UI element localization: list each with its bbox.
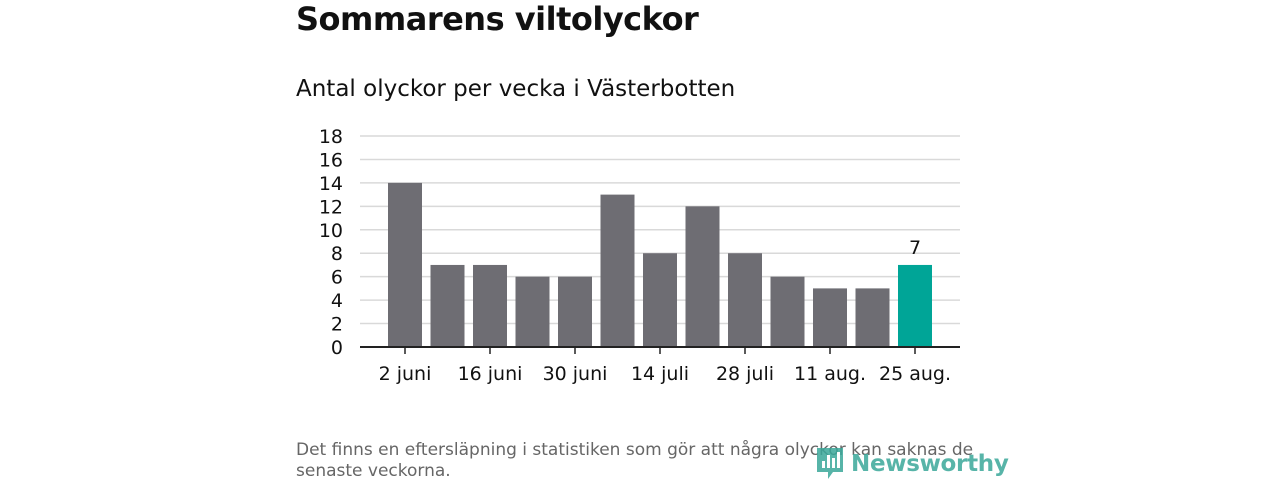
chart-title: Sommarens viltolyckor (296, 0, 699, 38)
y-tick-label: 16 (319, 149, 343, 171)
bar (855, 288, 890, 347)
x-tick-label: 11 aug. (794, 363, 866, 385)
x-tick-label: 14 juli (631, 363, 689, 385)
chart-subtitle: Antal olyckor per vecka i Västerbotten (296, 76, 736, 102)
y-tick-label: 0 (331, 337, 343, 359)
logo-text: Newsworthy (851, 451, 1009, 477)
bar (600, 194, 635, 347)
bar-chart-pin-icon (817, 448, 843, 479)
y-tick-label: 4 (331, 290, 343, 312)
bar (728, 253, 762, 347)
bar (388, 182, 422, 347)
bar (430, 264, 465, 347)
y-tick-label: 14 (319, 173, 343, 195)
data-label: 7 (909, 237, 921, 259)
bar (558, 276, 592, 347)
y-tick-label: 8 (331, 243, 343, 265)
bar (770, 276, 805, 347)
bar (813, 288, 847, 347)
x-tick-label: 28 juli (716, 363, 774, 385)
x-tick-label: 30 juni (543, 363, 608, 385)
newsworthy-logo: Newsworthy (815, 446, 1009, 482)
footnote: Det finns en eftersläpning i statistiken… (296, 440, 974, 481)
bar (515, 276, 550, 347)
bar (685, 206, 720, 347)
highlighted-bar (898, 264, 932, 347)
y-tick-label: 18 (319, 126, 343, 148)
x-tick-label: 25 aug. (879, 363, 951, 385)
y-tick-label: 12 (319, 196, 343, 218)
bar (643, 253, 677, 347)
y-tick-label: 10 (319, 220, 343, 242)
x-tick-label: 16 juni (458, 363, 523, 385)
x-tick-label: 2 juni (379, 363, 432, 385)
bar (473, 264, 507, 347)
y-tick-label: 6 (331, 267, 343, 289)
y-tick-label: 2 (331, 314, 343, 336)
